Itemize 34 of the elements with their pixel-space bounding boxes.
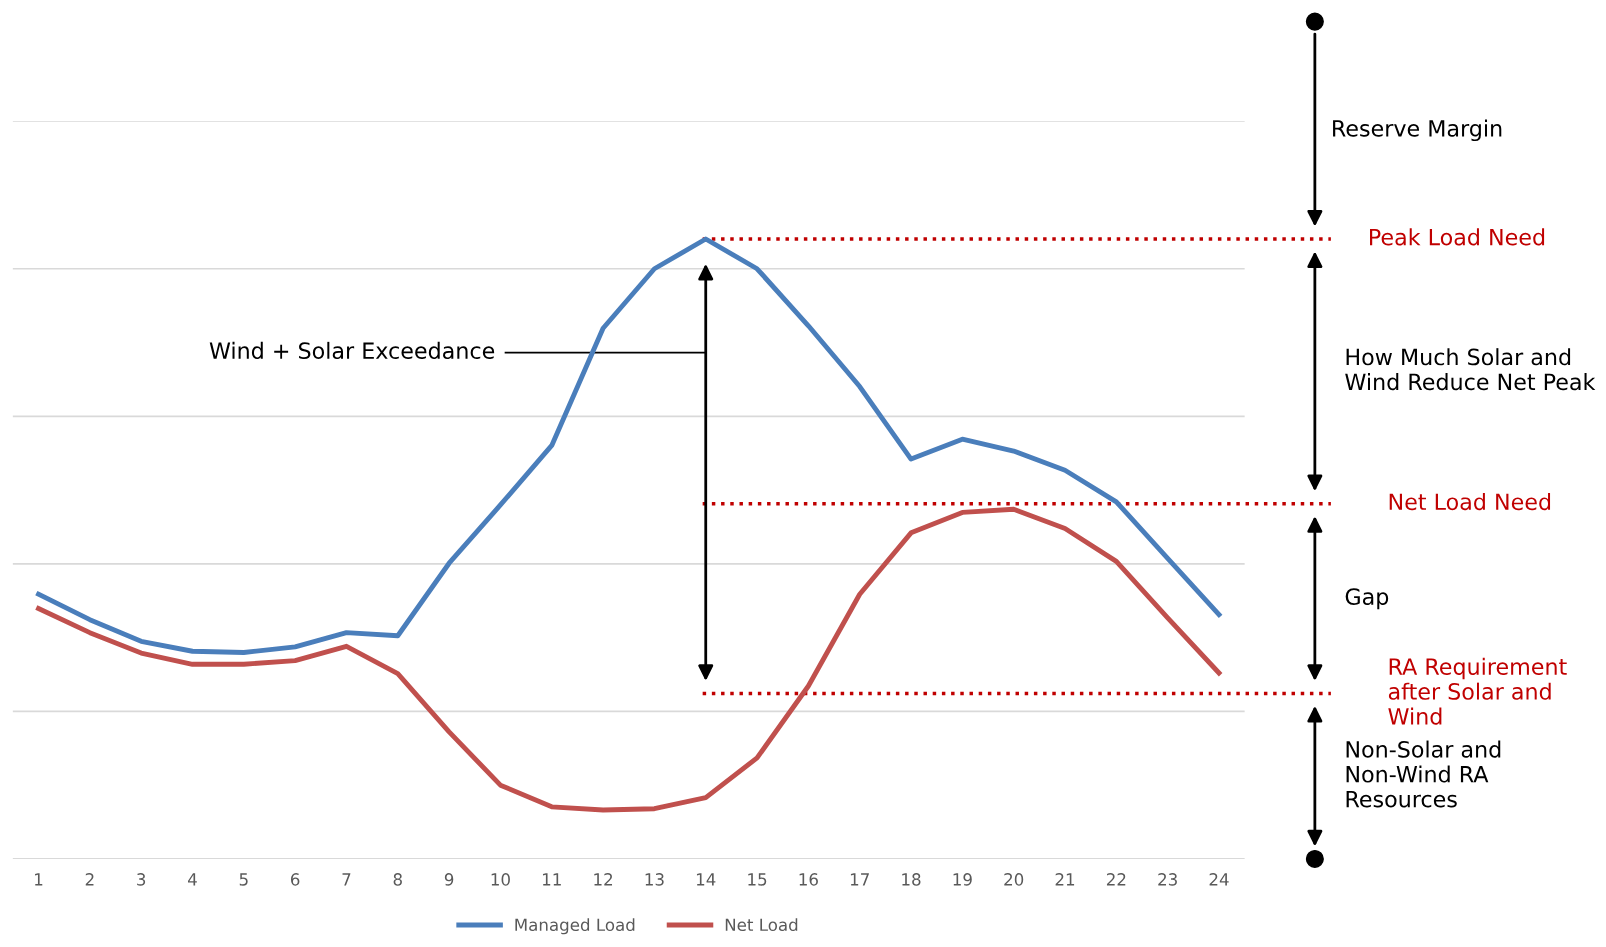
x-tick-label: 23 [1158,873,1177,886]
text: Reserve Margin [1333,119,1502,142]
x-tick-label: 7 [342,873,351,886]
x-tick-label: 20 [1004,873,1024,886]
x-tick-label: 15 [748,873,767,886]
text: Non-Solar and Non-Wind RA Resources [1346,740,1501,808]
x-tick-label: 22 [1106,873,1126,886]
ref-line-label: RA Requirement after Solar and Wind [1388,657,1567,725]
x-tick-label: 12 [594,873,613,886]
x-tick-label: 11 [542,873,561,886]
x-tick-label: 13 [645,873,664,886]
text: Gap [1345,588,1389,610]
x-tick-label: 3 [137,873,146,886]
annotation: Wind + Solar Exceedance [209,341,495,360]
legend-label: Net Load [725,918,798,932]
x-tick-label: 17 [850,873,869,886]
x-tick-label: 1 [35,873,43,886]
x-tick-label: 5 [239,873,248,886]
x-tick-label: 8 [393,873,402,886]
x-tick-label: 24 [1209,873,1229,886]
x-tick-label: 19 [953,873,972,886]
ref-line-label: Net Load Need [1389,492,1551,511]
x-tick-label: 18 [902,873,921,886]
x-tick-label: 6 [291,873,300,886]
x-tick-label: 16 [799,873,818,886]
x-tick-label: 2 [85,873,94,886]
x-tick-label: 9 [444,873,454,886]
text: How Much Solar and Wind Reduce Net Peak [1345,348,1596,391]
x-tick-label: 4 [188,873,197,886]
legend-label: Managed Load [515,918,635,935]
ref-line-label: Peak Load Need [1370,228,1545,246]
x-tick-label: 21 [1055,873,1075,886]
x-tick-label: 10 [491,873,510,886]
x-tick-label: 14 [696,873,716,886]
